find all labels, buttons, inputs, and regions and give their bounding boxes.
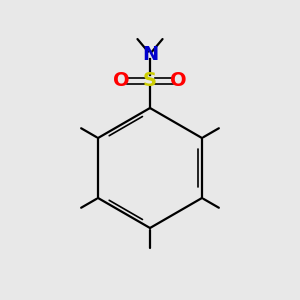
Text: O: O xyxy=(170,71,187,91)
Text: N: N xyxy=(142,44,158,64)
Text: S: S xyxy=(143,71,157,91)
Text: O: O xyxy=(113,71,130,91)
